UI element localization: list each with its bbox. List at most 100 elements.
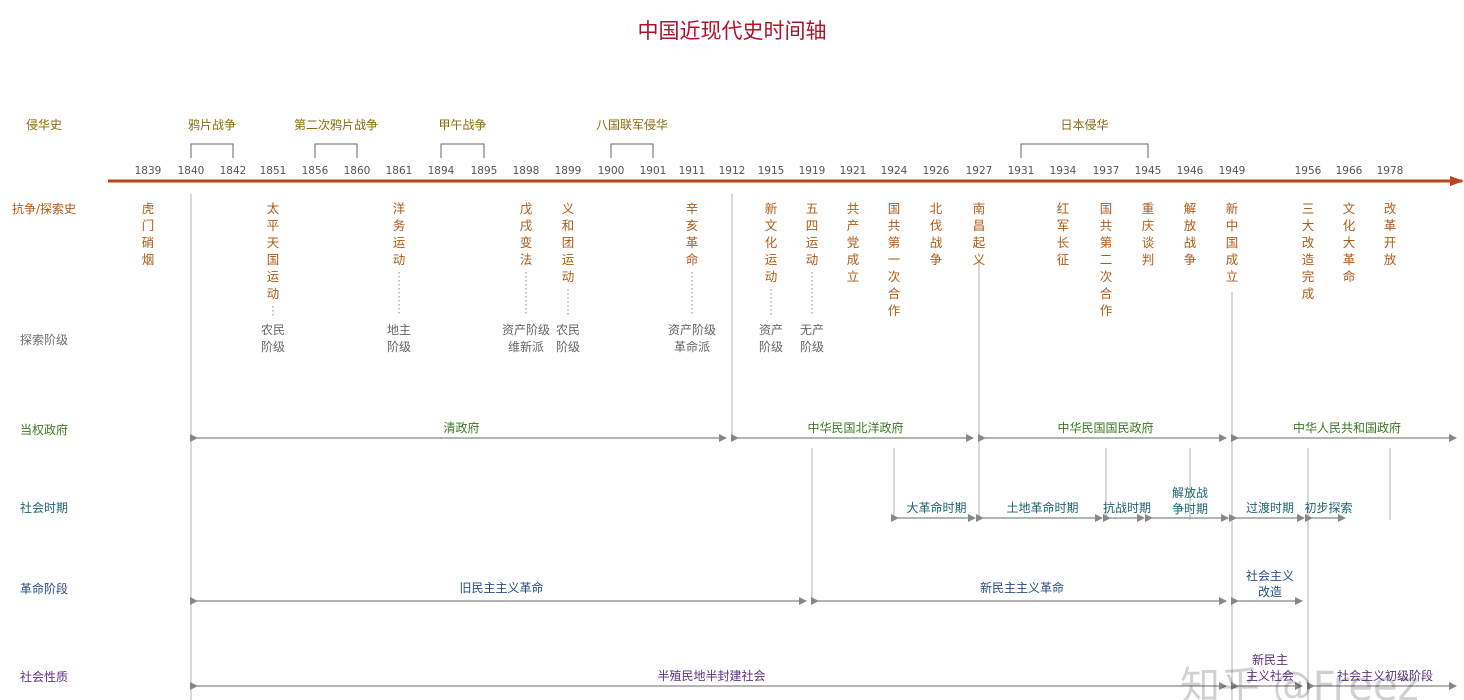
year-label-1842: 1842 <box>220 165 247 177</box>
year-label-1934: 1934 <box>1050 165 1077 177</box>
struggle-event-char: 改 <box>1302 235 1315 250</box>
year-label-1861: 1861 <box>386 165 413 177</box>
nature-label: 新民主 <box>1252 652 1288 667</box>
period-label: 大革命时期 <box>906 500 966 515</box>
struggle-event-char: 造 <box>1302 252 1315 267</box>
explorer-class-label: 资产 <box>759 323 783 337</box>
struggle-event-char: 洋 <box>393 201 406 216</box>
struggle-event-char: 义 <box>973 252 986 267</box>
explorer-class-label: 农民 <box>556 323 580 337</box>
struggle-event-char: 三 <box>1302 201 1315 216</box>
struggle-event-char: 立 <box>847 269 860 284</box>
struggle-event-char: 化 <box>765 235 778 250</box>
invasion-bracket <box>440 143 485 158</box>
year-label-1856: 1856 <box>302 165 329 177</box>
period-label: 争时期 <box>1172 502 1208 516</box>
struggle-event-char: 义 <box>562 201 575 216</box>
struggle-event-char: 合 <box>1100 286 1113 301</box>
struggle-event-char: 硝 <box>142 235 155 250</box>
struggle-event-char: 长 <box>1057 235 1070 250</box>
year-label-1956: 1956 <box>1295 165 1322 177</box>
year-label-1898: 1898 <box>513 165 540 177</box>
struggle-event-char: 共 <box>888 218 901 233</box>
struggle-event-char: 军 <box>1057 218 1070 233</box>
struggle-event-char: 门 <box>142 218 155 233</box>
struggle-event-char: 革 <box>686 235 699 250</box>
struggle-event-char: 新 <box>1226 201 1239 216</box>
struggle-event-char: 昌 <box>973 218 986 233</box>
year-label-1911: 1911 <box>679 165 706 177</box>
struggle-event-char: 亥 <box>686 218 699 233</box>
struggle-event-char: 争 <box>1184 252 1197 267</box>
struggle-event-char: 庆 <box>1142 218 1155 233</box>
struggle-event-char: 戌 <box>520 218 533 233</box>
stage-label: 新民主主义革命 <box>980 580 1064 595</box>
struggle-event-char: 北 <box>930 201 943 216</box>
invasion-bracket <box>190 143 234 158</box>
struggle-event-char: 战 <box>930 235 943 250</box>
struggle-event-char: 天 <box>267 235 280 250</box>
period-label: 抗战时期 <box>1103 500 1151 515</box>
struggle-event-char: 伐 <box>930 218 943 233</box>
struggle-event-char: 动 <box>562 269 575 284</box>
struggle-event-char: 命 <box>686 252 699 267</box>
struggle-event-char: 国 <box>267 252 280 267</box>
period-label: 过渡时期 <box>1246 500 1294 515</box>
period-label: 初步探索 <box>1304 501 1352 515</box>
struggle-event-char: 文 <box>1343 201 1356 216</box>
invasion-bracket <box>610 143 654 158</box>
year-label-1937: 1937 <box>1093 165 1120 177</box>
explorer-class-label: 无产 <box>800 323 824 337</box>
struggle-event-char: 重 <box>1142 201 1155 216</box>
struggle-event-char: 大 <box>1343 235 1356 250</box>
row-label-stage: 革命阶段 <box>20 581 68 596</box>
year-label-1931: 1931 <box>1008 165 1035 177</box>
struggle-event-char: 一 <box>888 252 901 267</box>
struggle-event-char: 完 <box>1302 269 1315 284</box>
struggle-event-char: 化 <box>1343 218 1356 233</box>
row-label-struggle: 抗争/探索史 <box>12 201 76 216</box>
year-label-1966: 1966 <box>1336 165 1363 177</box>
government-label: 清政府 <box>443 420 479 435</box>
year-label-1924: 1924 <box>881 165 908 177</box>
struggle-event-char: 征 <box>1057 252 1070 267</box>
struggle-event-char: 共 <box>847 201 860 216</box>
year-label-1945: 1945 <box>1135 165 1162 177</box>
period-label: 解放战 <box>1172 485 1208 500</box>
nature-label: 主义社会 <box>1246 668 1294 683</box>
year-label-1978: 1978 <box>1377 165 1404 177</box>
struggle-event-char: 虎 <box>142 201 155 216</box>
struggle-event-char: 法 <box>520 252 533 267</box>
struggle-event-char: 成 <box>1226 252 1239 267</box>
explorer-class-label: 维新派 <box>508 339 544 354</box>
explorer-class-label: 地主 <box>387 323 411 337</box>
explorer-class-label: 阶级 <box>556 340 580 354</box>
year-label-1949: 1949 <box>1219 165 1246 177</box>
explorer-class-label: 阶级 <box>261 340 285 354</box>
struggle-event-char: 战 <box>1184 235 1197 250</box>
year-label-1899: 1899 <box>555 165 582 177</box>
struggle-event-char: 二 <box>1100 252 1113 267</box>
struggle-event-char: 动 <box>765 269 778 284</box>
invasion-label: 鸦片战争 <box>188 117 236 132</box>
stage-label: 旧民主主义革命 <box>459 580 543 595</box>
invasion-bracket <box>1020 143 1149 158</box>
struggle-event-char: 动 <box>393 252 406 267</box>
struggle-event-char: 太 <box>267 201 280 216</box>
struggle-event-char: 成 <box>1302 286 1315 301</box>
row-label-period: 社会时期 <box>20 500 68 515</box>
page-title: 中国近现代史时间轴 <box>638 19 827 43</box>
row-label-government: 当权政府 <box>20 422 68 437</box>
explorer-class-label: 阶级 <box>759 340 783 354</box>
year-label-1839: 1839 <box>135 165 162 177</box>
year-label-1946: 1946 <box>1177 165 1204 177</box>
watermark-text: 知乎 @Freez <box>1180 664 1419 700</box>
stage-label: 社会主义 <box>1246 568 1294 583</box>
explorer-class-label: 革命派 <box>674 339 710 354</box>
stage-label: 改造 <box>1258 585 1282 599</box>
struggle-event-char: 放 <box>1184 218 1197 233</box>
explorer-class-label: 资产阶级 <box>668 323 716 337</box>
year-label-1901: 1901 <box>640 165 667 177</box>
struggle-event-char: 开 <box>1384 235 1397 250</box>
